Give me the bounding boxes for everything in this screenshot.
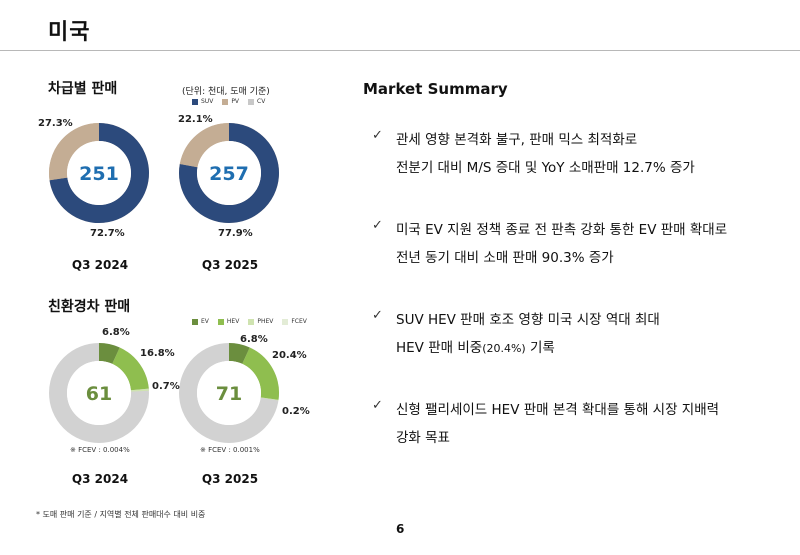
title-divider — [0, 50, 800, 51]
suv-pct-2024: 72.7% — [90, 228, 125, 239]
donut-center-total: 71 — [216, 383, 242, 405]
donut-center-total: 251 — [79, 163, 119, 185]
check-icon: ✓ — [372, 398, 383, 413]
page-number: 6 — [396, 522, 405, 536]
legend-item-ev: EV — [192, 318, 209, 325]
pv-pct-2025: 22.1% — [178, 114, 213, 125]
eco-legend: EV HEV PHEV FCEV — [192, 318, 307, 325]
legend-label-pv: PV — [231, 98, 240, 105]
legend-item-fcev: FCEV — [282, 318, 307, 325]
hev-pct-2025: 20.4% — [272, 350, 307, 361]
donut-hole — [197, 141, 261, 205]
legend-label-cv: CV — [257, 98, 266, 105]
segment-sales-title: 차급별 판매 — [48, 81, 118, 97]
bullet-text: 기록 — [525, 340, 555, 356]
phev-pct-2024: 0.7% — [152, 381, 180, 392]
bullet-line: SUV HEV 판매 호조 영향 미국 시장 역대 최대 — [396, 312, 660, 328]
donut-hole — [67, 141, 131, 205]
bullet-line: 전년 동기 대비 소매 판매 90.3% 증가 — [396, 250, 614, 266]
donut-chart-eco-q3-2025: 71 — [179, 343, 279, 443]
donut-segment-ev — [98, 343, 120, 365]
donut-segment-hev — [241, 347, 279, 400]
legend-item-phev: PHEV — [248, 318, 273, 325]
legend-label-hev: HEV — [226, 318, 240, 325]
bullet-line: HEV 판매 비중(20.4%) 기록 — [396, 336, 555, 356]
segment-legend: SUV PV CV — [192, 98, 265, 105]
phev-pct-2025: 0.2% — [282, 406, 310, 417]
period-label-q3-2024: Q3 2024 — [71, 258, 129, 272]
donut-hole — [67, 361, 131, 425]
bullet-text: HEV 판매 비중 — [396, 340, 483, 356]
legend-swatch-pv — [222, 98, 229, 105]
bullet-line: 강화 목표 — [396, 430, 450, 446]
donut-segment-hev — [111, 347, 149, 391]
suv-pct-2025: 77.9% — [218, 228, 253, 239]
donut-chart-segment-q3-2024: 251 — [49, 123, 149, 223]
donut-chart-eco-q3-2024: 61 — [49, 343, 149, 443]
bullet-line: 전분기 대비 M/S 증대 및 YoY 소매판매 12.7% 증가 — [396, 160, 695, 176]
legend-label-ev: EV — [201, 318, 209, 325]
donut-chart-segment-q3-2025: 257 — [179, 123, 279, 223]
check-icon: ✓ — [372, 218, 383, 233]
legend-label-fcev: FCEV — [291, 318, 307, 325]
pv-pct-2024: 27.3% — [38, 118, 73, 129]
legend-swatch-ev — [192, 318, 198, 325]
legend-swatch-cv — [248, 98, 255, 105]
bullet-line: 관세 영향 본격화 불구, 판매 믹스 최적화로 — [396, 132, 638, 148]
legend-item-hev: HEV — [217, 318, 240, 325]
donut-segment-suv — [49, 123, 149, 223]
fcev-note-2025: ※ FCEV : 0.001% — [200, 446, 260, 454]
ev-pct-2025: 6.8% — [240, 334, 268, 345]
legend-item-pv: PV — [222, 98, 239, 105]
donut-segment-pv — [179, 123, 230, 168]
unit-label: (단위: 천대, 도매 기준) — [182, 87, 270, 97]
page-title: 미국 — [48, 20, 91, 45]
check-icon: ✓ — [372, 308, 383, 323]
legend-label-phev: PHEV — [257, 318, 274, 325]
eco-sales-title: 친환경차 판매 — [48, 299, 131, 315]
legend-swatch-hev — [217, 318, 224, 325]
legend-swatch-phev — [248, 318, 255, 325]
check-icon: ✓ — [372, 128, 383, 143]
period-label-q3-2025: Q3 2025 — [201, 258, 259, 272]
donut-segment-suv — [179, 123, 279, 223]
market-summary-title: Market Summary — [363, 80, 508, 98]
donut-segment-ev — [228, 343, 250, 365]
donut-center-total: 61 — [86, 383, 112, 405]
donut-center-total: 257 — [209, 163, 249, 185]
legend-swatch-suv — [192, 98, 198, 105]
footnote: * 도매 판매 기준 / 지역별 전체 판매대수 대비 비중 — [36, 510, 206, 519]
bullet-line: 신형 팰리세이드 HEV 판매 본격 확대를 통해 시장 지배력 — [396, 402, 720, 418]
donut-segment-pv — [49, 123, 100, 181]
bullet-text-share: (20.4%) — [482, 342, 526, 355]
legend-label-suv: SUV — [201, 98, 214, 105]
bullet-line: 미국 EV 지원 정책 종료 전 판촉 강화 통한 EV 판매 확대로 — [396, 222, 728, 238]
legend-item-cv: CV — [248, 98, 265, 105]
legend-swatch-fcev — [282, 318, 289, 325]
legend-item-suv: SUV — [192, 98, 213, 105]
hev-pct-2024: 16.8% — [140, 348, 175, 359]
fcev-note-2024: ※ FCEV : 0.004% — [70, 446, 130, 454]
donut-hole — [197, 361, 261, 425]
period-label-eco-q3-2024: Q3 2024 — [71, 472, 129, 486]
ev-pct-2024: 6.8% — [102, 327, 130, 338]
period-label-eco-q3-2025: Q3 2025 — [201, 472, 259, 486]
